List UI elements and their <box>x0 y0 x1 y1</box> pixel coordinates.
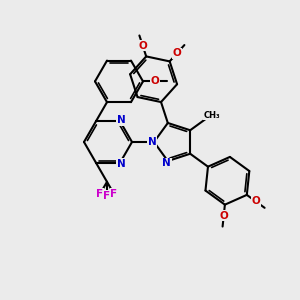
Text: O: O <box>219 211 228 220</box>
Text: O: O <box>172 48 182 58</box>
Text: CH₃: CH₃ <box>204 111 220 120</box>
Text: F: F <box>103 191 111 201</box>
Text: F: F <box>96 189 103 199</box>
Text: O: O <box>138 41 147 51</box>
Text: O: O <box>151 76 159 86</box>
Text: N: N <box>117 115 125 125</box>
Text: N: N <box>148 137 156 147</box>
Text: N: N <box>117 159 125 169</box>
Text: O: O <box>251 196 260 206</box>
Text: N: N <box>162 158 171 168</box>
Text: F: F <box>110 189 118 199</box>
